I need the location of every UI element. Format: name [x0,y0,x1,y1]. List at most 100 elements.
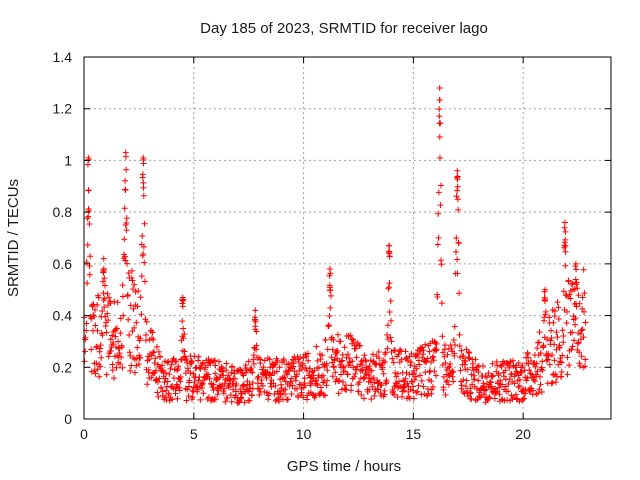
data-point [121,236,128,243]
data-point [447,361,454,368]
data-point [376,355,383,362]
data-point [126,331,133,338]
data-point [101,304,108,311]
data-point [173,358,180,365]
data-point [334,347,341,354]
data-point [350,338,357,345]
data-point [489,360,496,367]
data-point [549,352,556,359]
data-point [236,366,243,373]
data-point [359,361,366,368]
data-point [516,398,523,405]
x-tick-label: 15 [406,426,422,442]
data-point [313,343,320,350]
data-point [326,312,333,319]
data-point [573,303,580,310]
data-point [434,293,441,300]
data-point [468,395,475,402]
data-point [334,355,341,362]
x-tick-label: 0 [80,426,88,442]
data-point [412,373,419,380]
data-point [122,177,129,184]
data-point [284,371,291,378]
data-point [383,379,390,386]
data-point [562,248,569,255]
data-point [544,336,551,343]
data-point [109,332,116,339]
data-point [84,280,91,287]
data-point [154,378,161,385]
data-point [472,356,479,363]
data-point [551,341,558,348]
data-point [98,354,105,361]
data-point [148,352,155,359]
data-point [537,350,544,357]
data-point [94,327,101,334]
data-point [388,317,395,324]
data-point [395,351,402,358]
data-point [100,255,107,262]
data-point [199,380,206,387]
data-point [174,395,181,402]
data-point [288,391,295,398]
data-point [442,391,449,398]
data-point [572,260,579,267]
data-point [153,376,160,383]
data-point [359,367,366,374]
data-point [225,384,232,391]
data-point [558,368,565,375]
data-point [181,330,188,337]
data-point [488,383,495,390]
data-point [572,315,579,322]
data-point [125,270,132,277]
data-point [506,364,513,371]
data-point [347,332,354,339]
data-point [391,347,398,354]
data-point [325,322,332,329]
data-point [246,397,253,404]
data-point [558,359,565,366]
data-point [428,386,435,393]
data-point [127,367,134,374]
data-point [349,358,356,365]
data-point [272,383,279,390]
data-point [277,390,284,397]
data-point [296,367,303,374]
data-point [430,353,437,360]
data-point [576,300,583,307]
data-point [466,355,473,362]
data-point [526,367,533,374]
data-point [356,343,363,350]
data-point [258,377,265,384]
data-point [233,388,240,395]
data-point [167,365,174,372]
data-point [516,376,523,383]
data-point [255,373,262,380]
data-point [445,381,452,388]
data-point [428,378,435,385]
data-point [305,350,312,357]
data-point [154,389,161,396]
data-point [426,369,433,376]
data-point [560,339,567,346]
data-point [164,378,171,385]
data-point [238,390,245,397]
data-point [366,362,373,369]
data-point [187,369,194,376]
data-point [265,390,272,397]
data-point [433,347,440,354]
data-point [468,371,475,378]
data-point [370,375,377,382]
data-point [118,354,125,361]
data-point [365,372,372,379]
data-point [457,367,464,374]
data-point [544,356,551,363]
data-point [525,360,532,367]
data-point [360,375,367,382]
data-point [369,351,376,358]
data-point [341,344,348,351]
data-point [146,356,153,363]
data-point [539,358,546,365]
data-point [97,363,104,370]
